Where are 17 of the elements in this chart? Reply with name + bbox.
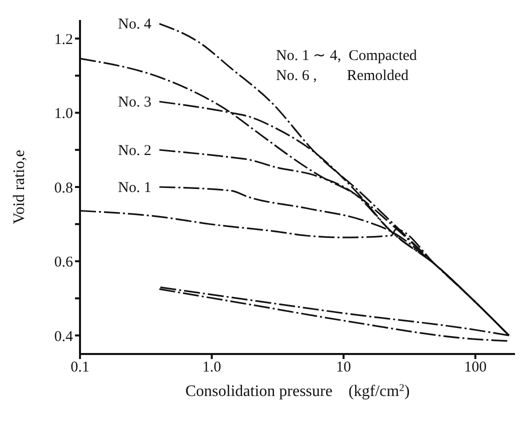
series-label: No. 1 [118,180,152,196]
x-tick-label: 1.0 [202,360,222,376]
annotation: No. 1 ∼ 4, Compacted [276,47,417,66]
y-tick-label: 0.4 [54,328,74,345]
y-tick-label: 1.2 [54,32,73,48]
annotation: No. 6 , Remolded [276,67,410,86]
y-tick-label: 0.8 [54,180,73,196]
y-tick-label: 0.6 [54,254,74,271]
y-tick-label: 1.0 [54,106,73,122]
x-tick-label: 100 [464,360,487,376]
y-axis-title: Void ratio,e [11,150,28,224]
series-label: No. 2 [118,142,152,159]
series-label: No. 4 [118,16,152,33]
series-label: No. 3 [118,94,152,111]
x-tick-label: 0.1 [70,360,90,376]
x-axis-title: Consolidation pressure (kgf/cm$^{2}$) [185,382,410,400]
x-tick-label: 10 [336,360,352,376]
